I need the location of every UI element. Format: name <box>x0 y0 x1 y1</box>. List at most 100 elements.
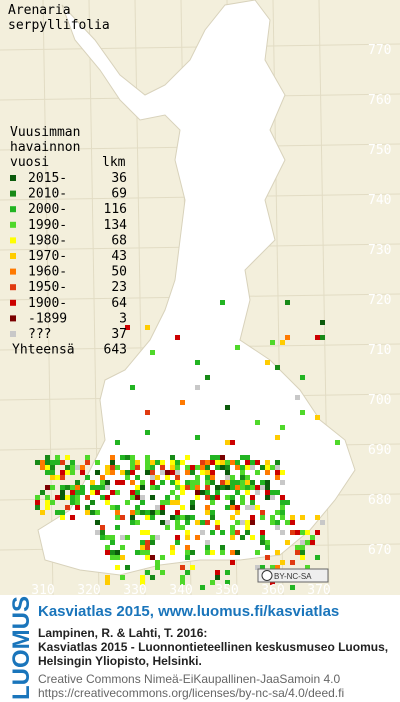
record-square <box>205 545 210 550</box>
record-square <box>170 490 175 495</box>
record-square <box>165 495 170 500</box>
logo: LUOMUS <box>8 596 35 700</box>
record-square <box>140 480 145 485</box>
record-square <box>175 525 180 530</box>
record-square <box>305 540 310 545</box>
record-square <box>195 485 200 490</box>
record-square <box>275 475 280 480</box>
record-square <box>185 485 190 490</box>
record-square <box>220 530 225 535</box>
record-square <box>95 485 100 490</box>
record-square <box>255 550 260 555</box>
record-square <box>225 580 230 585</box>
record-square <box>150 475 155 480</box>
record-square <box>205 490 210 495</box>
record-square <box>220 480 225 485</box>
record-square <box>160 510 165 515</box>
easting-label: 320 <box>77 583 100 598</box>
record-square <box>180 485 185 490</box>
record-square <box>210 460 215 465</box>
record-square <box>180 565 185 570</box>
legend-label: 2000- <box>28 202 67 217</box>
record-square <box>75 505 80 510</box>
record-square <box>150 470 155 475</box>
record-square <box>150 575 155 580</box>
record-square <box>175 335 180 340</box>
record-square <box>65 455 70 460</box>
legend-swatch <box>10 331 16 337</box>
record-square <box>240 470 245 475</box>
record-square <box>145 465 150 470</box>
legend-count: 43 <box>111 249 127 264</box>
record-square <box>225 465 230 470</box>
record-square <box>150 555 155 560</box>
record-square <box>145 455 150 460</box>
record-square <box>130 385 135 390</box>
record-square <box>130 515 135 520</box>
record-square <box>70 460 75 465</box>
legend-label: -1899 <box>28 311 67 326</box>
record-square <box>185 515 190 520</box>
record-square <box>250 505 255 510</box>
record-square <box>190 470 195 475</box>
record-square <box>315 515 320 520</box>
record-square <box>155 460 160 465</box>
record-square <box>100 475 105 480</box>
record-square <box>135 550 140 555</box>
record-square <box>45 455 50 460</box>
record-square <box>260 485 265 490</box>
record-square <box>160 465 165 470</box>
legend-heading: vuosi <box>10 155 49 170</box>
record-square <box>100 480 105 485</box>
cc-icon <box>261 570 273 581</box>
record-square <box>230 440 235 445</box>
record-square <box>245 460 250 465</box>
record-square <box>240 455 245 460</box>
record-square <box>125 470 130 475</box>
record-square <box>240 535 245 540</box>
record-square <box>230 505 235 510</box>
record-square <box>245 490 250 495</box>
record-square <box>40 460 45 465</box>
record-square <box>185 555 190 560</box>
record-square <box>110 535 115 540</box>
legend-heading: Vuusimman <box>10 125 80 140</box>
easting-label: 310 <box>31 583 54 598</box>
grid-line <box>42 0 54 596</box>
record-square <box>315 530 320 535</box>
record-square <box>290 585 295 590</box>
record-square <box>280 515 285 520</box>
atlas-link[interactable]: Kasviatlas 2015, www.luomus.fi/kasviatla… <box>38 603 339 620</box>
record-square <box>205 470 210 475</box>
record-square <box>110 555 115 560</box>
record-square <box>245 485 250 490</box>
record-square <box>225 470 230 475</box>
record-square <box>220 465 225 470</box>
record-square <box>285 540 290 545</box>
record-square <box>300 550 305 555</box>
record-square <box>265 470 270 475</box>
northing-label: 710 <box>368 343 391 358</box>
record-square <box>175 480 180 485</box>
record-square <box>255 490 260 495</box>
record-square <box>45 500 50 505</box>
record-square <box>110 540 115 545</box>
record-square <box>215 460 220 465</box>
record-square <box>220 460 225 465</box>
record-square <box>275 490 280 495</box>
record-square <box>210 480 215 485</box>
record-square <box>140 530 145 535</box>
record-square <box>115 480 120 485</box>
record-square <box>185 470 190 475</box>
northing-label: 670 <box>368 543 391 558</box>
record-square <box>210 475 215 480</box>
legend-count: 36 <box>111 171 127 186</box>
record-square <box>65 495 70 500</box>
record-square <box>190 550 195 555</box>
legend-label: 1950- <box>28 280 67 295</box>
record-square <box>105 485 110 490</box>
record-square <box>175 510 180 515</box>
record-square <box>290 560 295 565</box>
record-square <box>265 465 270 470</box>
